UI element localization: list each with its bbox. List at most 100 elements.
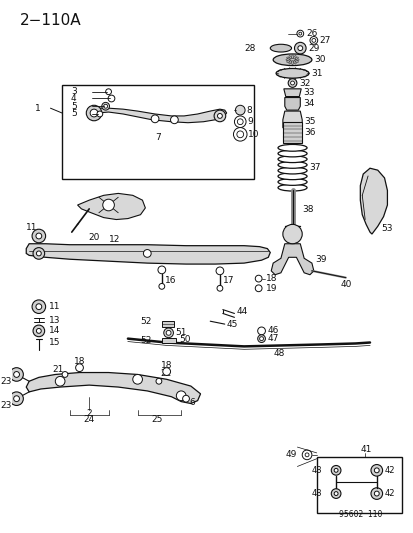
Circle shape — [373, 491, 378, 496]
Circle shape — [36, 328, 41, 333]
Circle shape — [233, 127, 247, 141]
Polygon shape — [87, 108, 226, 123]
Ellipse shape — [288, 55, 291, 59]
Ellipse shape — [278, 161, 306, 168]
Circle shape — [14, 396, 19, 401]
Circle shape — [32, 229, 45, 243]
Bar — [62, 85, 253, 179]
Ellipse shape — [278, 179, 306, 185]
Text: 16: 16 — [164, 276, 176, 285]
Circle shape — [170, 116, 178, 124]
Polygon shape — [284, 98, 299, 110]
Polygon shape — [26, 373, 200, 403]
Text: 8: 8 — [245, 106, 251, 115]
Ellipse shape — [293, 55, 295, 59]
Text: 14: 14 — [48, 326, 60, 335]
Circle shape — [143, 249, 151, 257]
Circle shape — [176, 391, 185, 401]
Text: 38: 38 — [301, 205, 313, 214]
Circle shape — [259, 337, 263, 341]
Text: 25: 25 — [151, 416, 162, 424]
Text: 47: 47 — [267, 334, 278, 343]
Ellipse shape — [270, 44, 291, 52]
Circle shape — [102, 102, 109, 110]
Circle shape — [108, 95, 114, 102]
Text: 12: 12 — [108, 236, 120, 244]
Text: 11: 11 — [26, 223, 38, 232]
Text: 18: 18 — [74, 358, 85, 366]
Polygon shape — [359, 168, 387, 234]
Ellipse shape — [293, 61, 295, 64]
Text: 4: 4 — [71, 94, 76, 103]
Circle shape — [105, 89, 111, 95]
Circle shape — [309, 37, 317, 44]
Text: 7: 7 — [154, 133, 160, 142]
Circle shape — [55, 376, 65, 386]
Text: 53: 53 — [381, 224, 392, 233]
Circle shape — [10, 392, 23, 406]
Polygon shape — [26, 244, 270, 264]
Circle shape — [290, 81, 294, 85]
Circle shape — [162, 368, 170, 375]
Ellipse shape — [278, 150, 306, 157]
Ellipse shape — [278, 156, 306, 163]
Circle shape — [33, 248, 45, 259]
Text: 43: 43 — [311, 489, 322, 498]
Circle shape — [159, 284, 164, 289]
Text: 95602  110: 95602 110 — [338, 511, 382, 519]
Text: 19: 19 — [266, 284, 277, 293]
Circle shape — [330, 465, 340, 475]
Circle shape — [151, 115, 159, 123]
Circle shape — [102, 199, 114, 211]
Text: 41: 41 — [359, 446, 371, 455]
Circle shape — [373, 468, 378, 473]
Text: 52: 52 — [140, 317, 152, 326]
Text: 5: 5 — [71, 109, 76, 118]
Polygon shape — [271, 244, 313, 274]
Text: 17: 17 — [222, 276, 234, 285]
Polygon shape — [282, 111, 301, 132]
Circle shape — [236, 131, 243, 138]
Text: 23: 23 — [0, 377, 12, 386]
Circle shape — [166, 330, 171, 335]
Circle shape — [216, 285, 222, 291]
Circle shape — [217, 114, 222, 118]
Text: 21: 21 — [52, 365, 64, 374]
Text: 32: 32 — [299, 78, 310, 87]
Circle shape — [333, 491, 337, 496]
Ellipse shape — [278, 173, 306, 180]
Ellipse shape — [288, 61, 291, 64]
Text: 24: 24 — [83, 416, 95, 424]
Circle shape — [104, 104, 107, 108]
Circle shape — [10, 368, 23, 381]
Circle shape — [158, 266, 165, 274]
Circle shape — [282, 224, 301, 244]
Text: 9: 9 — [247, 117, 252, 126]
Circle shape — [297, 46, 302, 51]
Polygon shape — [161, 338, 176, 343]
Text: 2−110A: 2−110A — [19, 13, 81, 28]
Circle shape — [32, 300, 45, 313]
Text: 52: 52 — [140, 336, 152, 345]
Text: 20: 20 — [88, 233, 100, 243]
Text: 1: 1 — [35, 104, 40, 112]
Bar — [282, 122, 301, 143]
Circle shape — [36, 233, 42, 239]
Text: 3: 3 — [71, 87, 76, 96]
Circle shape — [257, 335, 265, 343]
Circle shape — [255, 285, 261, 292]
Ellipse shape — [294, 59, 299, 61]
Text: 31: 31 — [310, 69, 322, 78]
Circle shape — [33, 325, 45, 337]
Ellipse shape — [278, 184, 306, 191]
Circle shape — [235, 106, 244, 115]
Text: 18: 18 — [266, 274, 277, 283]
Polygon shape — [161, 321, 174, 327]
Text: 50: 50 — [179, 335, 190, 344]
Text: 44: 44 — [236, 307, 247, 316]
Text: 6: 6 — [188, 398, 194, 407]
Ellipse shape — [278, 167, 306, 174]
Circle shape — [287, 79, 296, 87]
Text: 42: 42 — [384, 466, 394, 475]
Text: 35: 35 — [304, 117, 315, 126]
